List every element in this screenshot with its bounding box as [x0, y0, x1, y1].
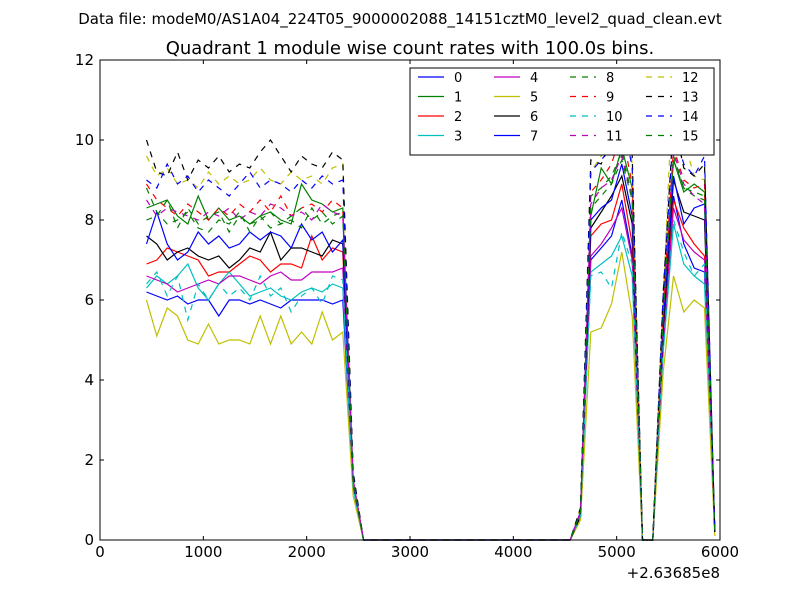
x-tick-label: 1000 — [184, 543, 222, 561]
legend-label-11: 11 — [606, 130, 623, 145]
y-tick-label: 12 — [75, 51, 94, 69]
legend-label-3: 3 — [454, 130, 462, 145]
series-line-3 — [146, 223, 716, 541]
legend-label-4: 4 — [530, 71, 538, 86]
series-line-5 — [145, 251, 716, 541]
y-tick-label: 6 — [84, 291, 94, 309]
series-line-7 — [145, 163, 716, 541]
figure-suptitle: Data file: modeM0/AS1A04_224T05_90000020… — [78, 10, 722, 29]
x-tick-label: 6000 — [701, 543, 739, 561]
series-line-15 — [146, 155, 716, 541]
x-tick-label: 5000 — [598, 543, 636, 561]
legend-label-10: 10 — [606, 110, 623, 125]
legend-label-0: 0 — [454, 71, 462, 86]
y-tick-label: 2 — [84, 451, 94, 469]
legend-label-12: 12 — [682, 71, 699, 86]
legend-frame — [409, 67, 715, 156]
y-tick-label: 8 — [84, 211, 94, 229]
legend-label-14: 14 — [682, 110, 699, 125]
legend-label-7: 7 — [530, 130, 538, 145]
x-tick-label: 3000 — [391, 543, 429, 561]
series-line-1 — [146, 145, 716, 541]
series-line-9 — [145, 129, 716, 541]
y-tick-label: 4 — [84, 371, 94, 389]
x-axis: 0 1000 2000 3000 4000 5000 6000 — [95, 60, 739, 561]
series-line-2 — [146, 183, 716, 541]
legend-label-1: 1 — [454, 91, 462, 106]
x-tick-label: 4000 — [494, 543, 532, 561]
legend-label-5: 5 — [530, 91, 538, 106]
y-tick-label: 0 — [84, 531, 94, 549]
x-tick-label: 0 — [95, 543, 105, 561]
x-offset-label: +2.63685e8 — [627, 564, 720, 582]
legend-label-6: 6 — [530, 110, 538, 125]
legend-label-2: 2 — [454, 110, 462, 125]
legend-label-13: 13 — [682, 91, 699, 106]
series-line-12 — [145, 67, 716, 541]
x-tick-label: 2000 — [288, 543, 326, 561]
y-tick-label: 10 — [75, 131, 94, 149]
series-line-14 — [146, 111, 716, 541]
chart-title: Quadrant 1 module wise count rates with … — [166, 38, 655, 59]
legend-label-9: 9 — [606, 91, 614, 106]
legend-label-15: 15 — [682, 130, 699, 145]
legend-label-8: 8 — [606, 71, 614, 86]
series-line-4 — [146, 206, 716, 541]
